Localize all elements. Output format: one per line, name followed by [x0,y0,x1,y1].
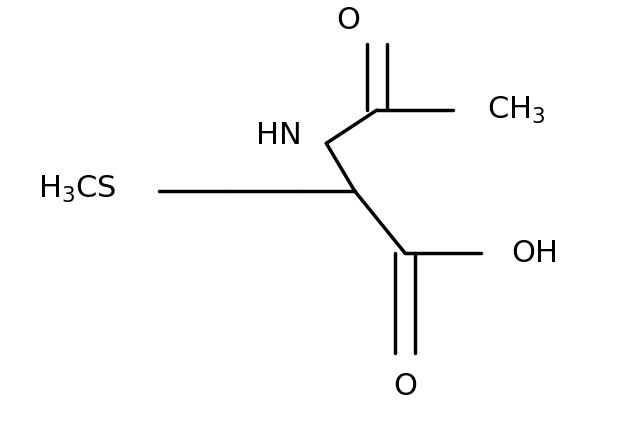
Text: O: O [393,372,417,401]
Text: CH$_3$: CH$_3$ [486,95,545,126]
Text: OH: OH [511,239,558,268]
Text: O: O [337,6,360,35]
Text: H$_3$CS: H$_3$CS [38,173,116,205]
Text: HN: HN [256,120,302,150]
